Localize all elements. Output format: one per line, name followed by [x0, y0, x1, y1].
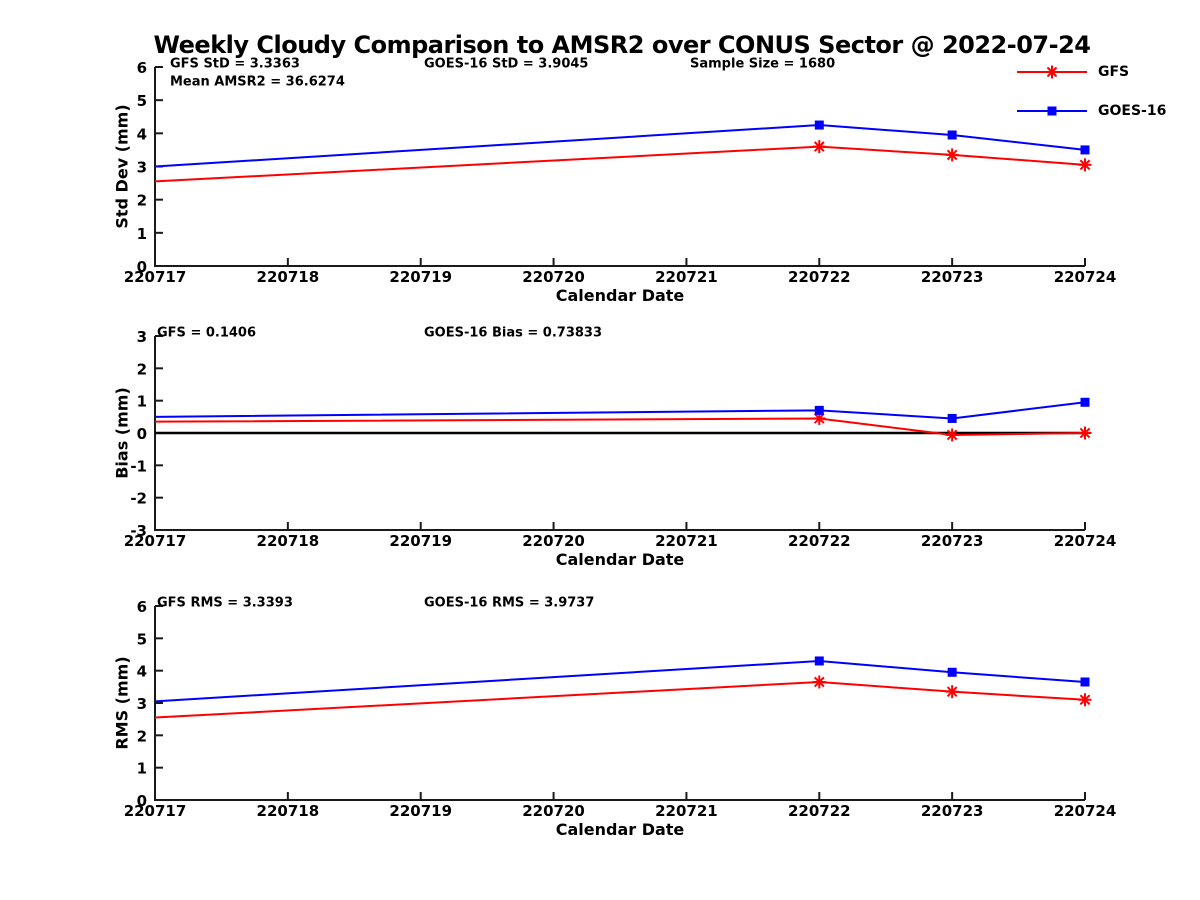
gfs-marker	[945, 148, 959, 162]
y-axis-label: Std Dev (mm)	[113, 104, 132, 228]
y-axis-label: Bias (mm)	[113, 387, 132, 479]
y-tick-label: 0	[137, 258, 147, 276]
x-axis-label: Calendar Date	[556, 550, 685, 569]
x-tick-label: 220719	[389, 532, 452, 550]
subplot-bias: -3 -2 -1 0 1 2 3 220717 220718 220719 220720 220721…	[113, 326, 1117, 570]
gfs-marker	[1078, 426, 1092, 440]
y-tick-label: 4	[137, 125, 147, 143]
y-tick-label: -3	[130, 522, 147, 540]
annotation: GOES-16 Bias = 0.73833	[424, 326, 602, 341]
goes16-marker	[1080, 397, 1090, 407]
goes16-line	[154, 659, 1086, 703]
x-tick-label: 220717	[124, 532, 187, 550]
subplot-stddev: 0 1 2 3 4 5 6 220717 220718 220719 220720 220721 220…	[113, 57, 1117, 306]
x-tick-label: 220717	[124, 268, 187, 286]
y-tick-label: 6	[137, 598, 147, 616]
legend: GFS GOES-16	[1016, 63, 1166, 141]
y-tick-label: -2	[130, 490, 147, 508]
gfs-line-marker-icon	[1017, 65, 1087, 79]
goes16-marker	[814, 120, 824, 130]
annotation: GFS = 0.1406	[157, 326, 256, 341]
y-tick-label: 3	[137, 159, 147, 177]
x-tick-label: 220720	[522, 532, 585, 550]
x-tick-label: 220722	[788, 268, 851, 286]
x-tick-label: 220720	[522, 802, 585, 820]
gfs-line	[154, 417, 1086, 436]
y-axis-label: RMS (mm)	[113, 656, 132, 749]
goes16-marker	[947, 667, 957, 677]
y-tick-label: 2	[137, 360, 147, 378]
y-tick-label: 6	[137, 59, 147, 77]
y-tick-label: 5	[137, 92, 147, 110]
x-tick-label: 220724	[1054, 532, 1117, 550]
y-tick-label: 3	[137, 695, 147, 713]
legend-label-gfs: GFS	[1098, 64, 1130, 80]
legend-label-goes16: GOES-16	[1098, 103, 1167, 119]
x-tick-label: 220718	[257, 268, 320, 286]
x-tick-label: 220719	[389, 802, 452, 820]
goes16-line	[154, 124, 1086, 168]
y-tick-label: 5	[137, 630, 147, 648]
y-tick-label: 2	[137, 192, 147, 210]
x-tick-label: 220723	[921, 268, 984, 286]
goes16-marker	[1080, 677, 1090, 687]
y-tick-label: -1	[130, 457, 147, 475]
gfs-line	[154, 680, 1086, 719]
y-tick-label: 0	[137, 792, 147, 810]
x-tick-label: 220717	[124, 802, 187, 820]
x-tick-label: 220721	[655, 802, 718, 820]
gfs-marker	[812, 140, 826, 154]
x-tick-label: 220723	[921, 532, 984, 550]
gfs-marker	[1078, 693, 1092, 707]
x-axis-label: Calendar Date	[556, 820, 685, 839]
chart-title: Weekly Cloudy Comparison to AMSR2 over C…	[153, 31, 1091, 59]
y-tick-label: 0	[137, 425, 147, 443]
goes16-marker	[947, 130, 957, 140]
x-tick-label: 220721	[655, 532, 718, 550]
annotation: GOES-16 StD = 3.9045	[424, 57, 588, 72]
x-axis-label: Calendar Date	[556, 286, 685, 305]
annotation: Mean AMSR2 = 36.6274	[170, 75, 345, 90]
x-tick-label: 220724	[1054, 268, 1117, 286]
y-tick-label: 1	[137, 393, 147, 411]
goes16-line-marker-icon	[1017, 106, 1087, 116]
y-tick-label: 1	[137, 225, 147, 243]
annotation: GFS StD = 3.3363	[170, 57, 300, 72]
y-tick-label: 2	[137, 727, 147, 745]
goes16-marker	[814, 405, 824, 415]
x-tick-label: 220724	[1054, 802, 1117, 820]
subplot-rms: 0 1 2 3 4 5 6 220717 220718 220719 220720 220721 220…	[113, 596, 1117, 840]
x-tick-label: 220718	[257, 532, 320, 550]
x-tick-label: 220720	[522, 268, 585, 286]
goes16-marker	[814, 656, 824, 666]
legend-item-gfs: GFS	[1016, 63, 1166, 81]
annotation: GFS RMS = 3.3393	[157, 596, 293, 611]
gfs-marker	[812, 675, 826, 689]
x-tick-label: 220718	[257, 802, 320, 820]
gfs-line	[154, 145, 1086, 183]
y-tick-label: 3	[137, 328, 147, 346]
gfs-marker	[1078, 158, 1092, 172]
gfs-marker	[945, 685, 959, 699]
annotation: Sample Size = 1680	[690, 57, 835, 72]
goes16-marker	[1080, 145, 1090, 155]
x-tick-label: 220721	[655, 268, 718, 286]
legend-item-goes16: GOES-16	[1016, 102, 1166, 120]
y-tick-label: 4	[137, 663, 147, 681]
x-tick-label: 220719	[389, 268, 452, 286]
goes16-line	[154, 401, 1086, 420]
y-tick-label: 1	[137, 760, 147, 778]
x-tick-label: 220722	[788, 802, 851, 820]
goes16-marker	[947, 413, 957, 423]
x-tick-label: 220722	[788, 532, 851, 550]
annotation: GOES-16 RMS = 3.9737	[424, 596, 594, 611]
gfs-marker	[945, 428, 959, 442]
x-tick-label: 220723	[921, 802, 984, 820]
